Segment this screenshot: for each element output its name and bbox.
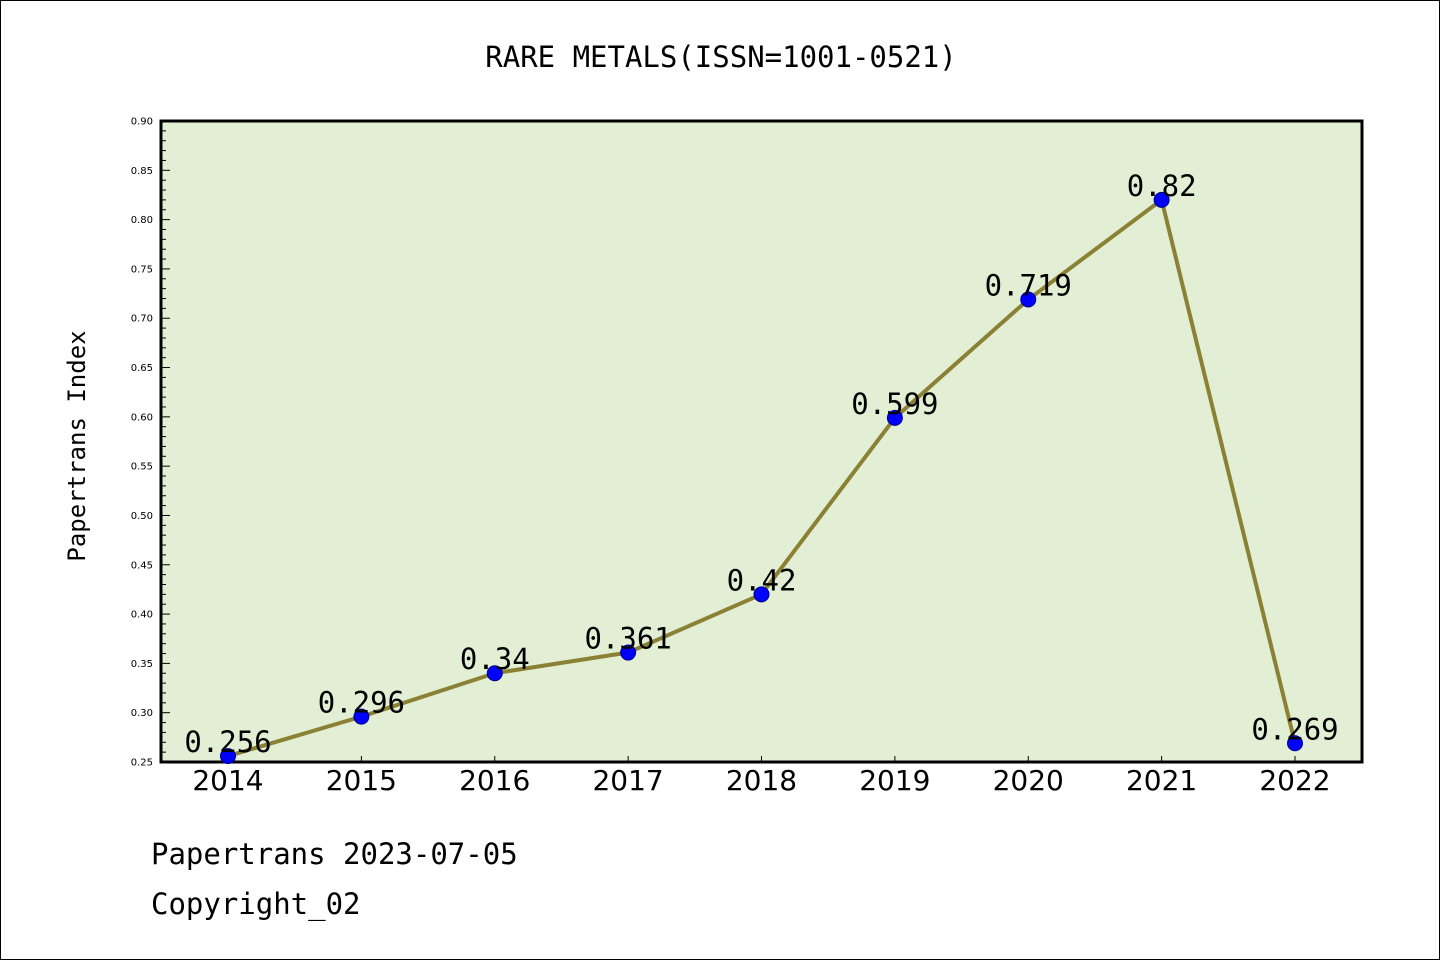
data-label: 0.256 [184,725,271,759]
x-tick-label: 2016 [459,764,530,797]
data-point [753,586,770,603]
data-label: 0.82 [1127,169,1197,203]
x-tick-label: 2019 [859,764,930,797]
data-label: 0.719 [985,268,1072,302]
y-tick-label: 0.90 [131,117,153,128]
x-tick-label: 2021 [1126,764,1197,797]
y-tick-label: 0.80 [131,215,153,226]
series-group [220,191,1303,765]
y-tick-label: 0.25 [131,758,153,769]
data-point [620,644,637,661]
y-axis-label: Papertrans Index [63,330,91,561]
footer-copyright: Copyright_02 [151,887,361,921]
data-point [1020,291,1037,308]
y-axis-ticks: 0.25 0.30 0.35 0.40 0.45 0.50 0.55 0.60 0.65 0.70… [131,117,153,769]
data-point [886,409,903,426]
y-tick-label: 0.75 [131,264,153,275]
data-point [353,708,370,725]
y-tick-label: 0.45 [131,560,153,571]
data-label: 0.599 [851,387,938,421]
data-label: 0.34 [460,642,530,676]
y-tick-label: 0.35 [131,659,153,670]
data-label: 0.361 [584,622,671,656]
x-tick-label: 2015 [326,764,397,797]
data-labels-group: 0.256 0.296 0.34 0.361 0.42 0.599 0.719 0.82 0.2… [184,169,1338,759]
x-tick-label: 2014 [192,764,263,797]
y-tick-label: 0.55 [131,462,153,473]
y-tick-label: 0.65 [131,363,153,374]
y-minor-ticks [161,120,170,763]
x-tick-label: 2018 [726,764,797,797]
plot-area [159,119,1364,764]
x-axis-ticks: 2014 2015 2016 2017 2018 2019 2020 2021 2022 [192,756,1331,797]
footer-source: Papertrans 2023-07-05 [151,837,518,871]
x-tick-label: 2017 [592,764,663,797]
y-tick-label: 0.70 [131,314,153,325]
y-tick-label: 0.40 [131,610,153,621]
data-label: 0.42 [727,563,797,597]
data-label: 0.269 [1251,712,1338,746]
data-point [1153,191,1170,208]
y-tick-label: 0.30 [131,708,153,719]
y-tick-label: 0.85 [131,166,153,177]
y-tick-label: 0.60 [131,412,153,423]
chart-title: RARE METALS(ISSN=1001-0521) [485,40,956,74]
data-point [486,665,503,682]
data-label: 0.296 [318,686,405,720]
x-tick-label: 2020 [993,764,1064,797]
x-tick-label: 2022 [1259,764,1330,797]
y-tick-label: 0.50 [131,511,153,522]
data-point [1287,735,1303,752]
data-point [220,748,236,765]
